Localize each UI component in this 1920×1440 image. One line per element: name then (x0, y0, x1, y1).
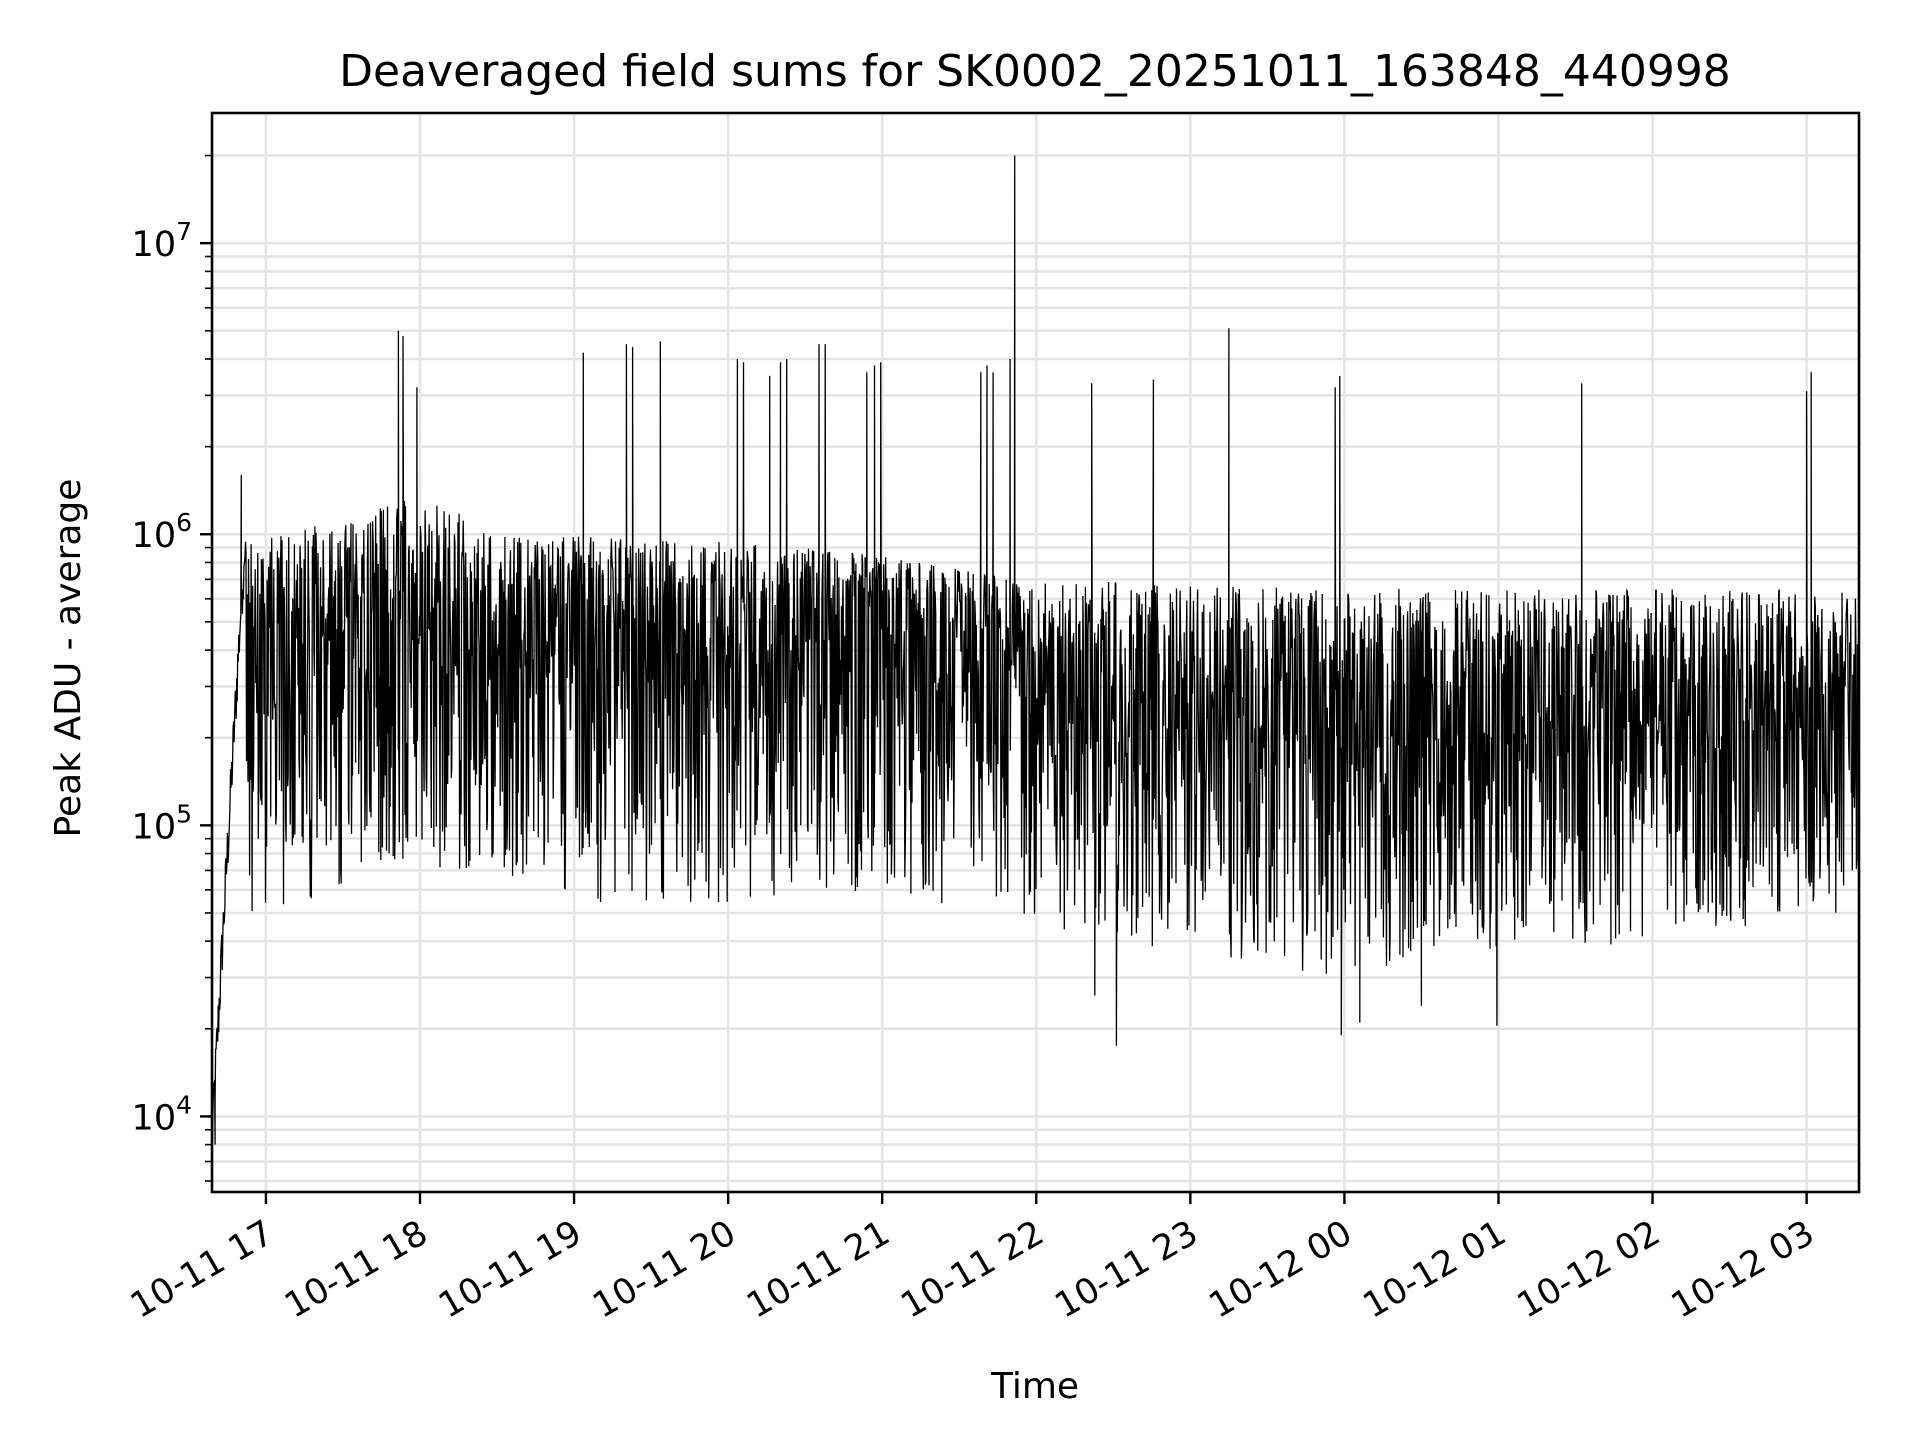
series-trace (211, 155, 1860, 1145)
x-axis-label: Time (990, 1366, 1079, 1407)
y-tick-label: 104 (132, 1090, 192, 1138)
y-tick-label: 105 (132, 799, 192, 847)
chart-title: Deaveraged field sums for SK0002_2025101… (339, 46, 1731, 97)
y-tick-label: 106 (132, 508, 192, 556)
series-line (211, 155, 1860, 1145)
y-axis: 104 105 106 107 (132, 154, 212, 1182)
y-tick-label: 107 (132, 217, 192, 265)
y-axis-label: Peak ADU - average (48, 479, 89, 838)
